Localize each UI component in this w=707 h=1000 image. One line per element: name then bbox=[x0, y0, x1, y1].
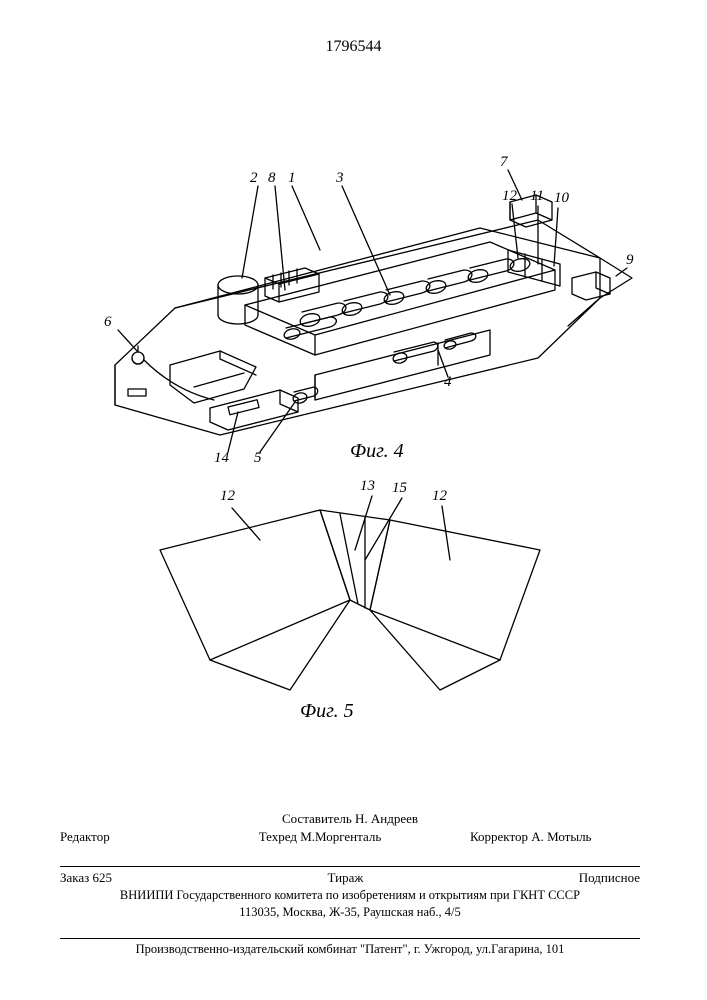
credits-compiler: Составитель Н. Андреев bbox=[60, 810, 640, 828]
callout-4: 4 bbox=[444, 374, 452, 391]
credits-editor-label: Редактор bbox=[60, 828, 170, 846]
callout-12: 12 bbox=[502, 188, 517, 205]
order-tirazh: Тираж bbox=[328, 870, 364, 886]
order-block: Заказ 625 Тираж Подписное ВНИИПИ Государ… bbox=[60, 870, 640, 920]
callout-12a: 12 bbox=[220, 488, 235, 505]
figure-5-label: Фиг. 5 bbox=[300, 700, 354, 723]
callout-6: 6 bbox=[104, 314, 112, 331]
figure-4-drawing bbox=[60, 130, 640, 470]
callout-15: 15 bbox=[392, 480, 407, 497]
callout-14: 14 bbox=[214, 450, 229, 467]
callout-10: 10 bbox=[554, 190, 569, 207]
separator-1 bbox=[60, 866, 640, 867]
figure-4-label: Фиг. 4 bbox=[350, 440, 404, 463]
figure-5-drawing bbox=[140, 490, 560, 710]
callout-5: 5 bbox=[254, 450, 262, 467]
separator-2 bbox=[60, 938, 640, 939]
order-address: 113035, Москва, Ж-35, Раушская наб., 4/5 bbox=[60, 905, 640, 920]
callout-3: 3 bbox=[336, 170, 344, 187]
callout-13: 13 bbox=[360, 478, 375, 495]
callout-11: 11 bbox=[530, 188, 544, 205]
order-zakaz: Заказ 625 bbox=[60, 870, 112, 886]
callout-9: 9 bbox=[626, 252, 634, 269]
credits-corrector: Корректор А. Мотыль bbox=[470, 828, 640, 846]
callout-2: 2 bbox=[250, 170, 258, 187]
callout-1: 1 bbox=[288, 170, 296, 187]
credits-block: Составитель Н. Андреев Редактор Техред М… bbox=[60, 810, 640, 845]
bottom-publisher: Производственно-издательский комбинат "П… bbox=[60, 942, 640, 957]
callout-12b: 12 bbox=[432, 488, 447, 505]
callout-7: 7 bbox=[500, 154, 508, 171]
patent-number: 1796544 bbox=[0, 38, 707, 56]
figures: 7 1 2 8 3 12 11 10 9 6 4 14 5 Фиг. 4 bbox=[60, 130, 640, 750]
order-org: ВНИИПИ Государственного комитета по изоб… bbox=[60, 888, 640, 903]
credits-tech: Техред М.Моргенталь bbox=[170, 828, 470, 846]
order-podpisnoe: Подписное bbox=[579, 870, 640, 886]
callout-8: 8 bbox=[268, 170, 276, 187]
